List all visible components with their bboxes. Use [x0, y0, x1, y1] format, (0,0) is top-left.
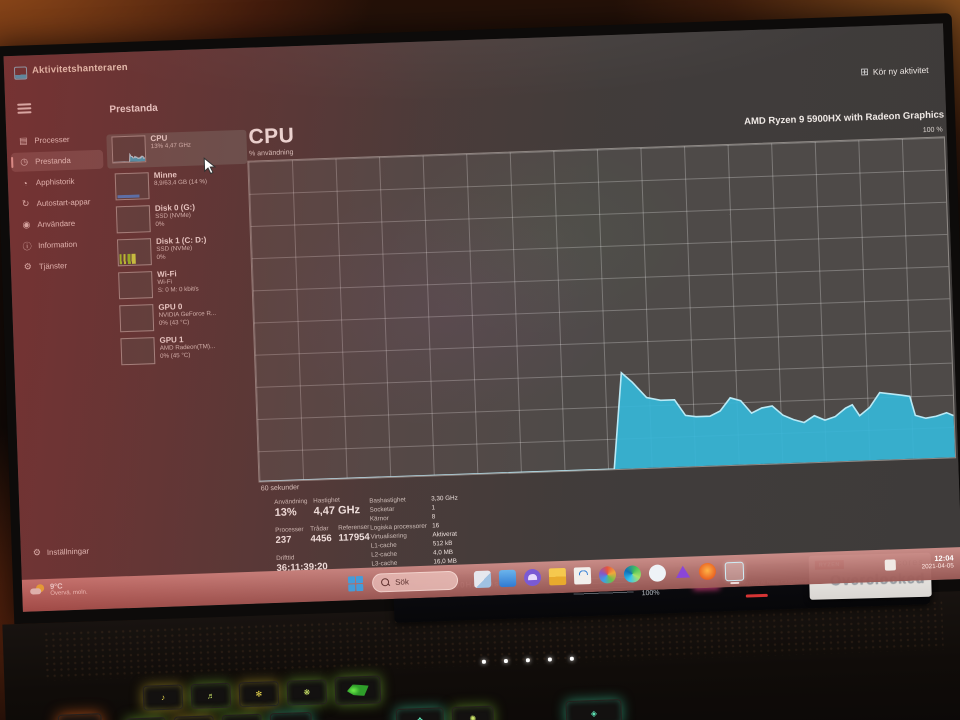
aura-key[interactable]: AURA — [269, 711, 313, 720]
y-axis-max-label: 100 % — [922, 126, 943, 135]
disk1-mini-graph — [116, 238, 152, 267]
photos-app-icon[interactable] — [598, 566, 617, 584]
perf-item-gpu0[interactable]: GPU 0 NVIDIA GeForce R... 0% (43 °C) — [114, 299, 249, 334]
weather-icon — [30, 584, 45, 598]
perf-item-wifi[interactable]: Wi-Fi Wi-Fi S: 0 M: 0 kbit/s — [113, 266, 248, 301]
performance-icon: ◷ — [20, 156, 29, 167]
tray-icon[interactable] — [884, 559, 896, 571]
task-view-button[interactable] — [473, 570, 492, 589]
perf-item-cpu[interactable]: CPU 13% 4,47 GHz — [106, 129, 248, 169]
key-generic-3[interactable]: ◈ — [565, 699, 623, 720]
widgets-button[interactable] — [498, 569, 517, 588]
people-app-icon[interactable] — [523, 568, 542, 587]
purple-app-icon[interactable] — [674, 564, 692, 582]
edge-browser-icon[interactable] — [623, 565, 642, 583]
cpu-usage-chart[interactable] — [247, 136, 957, 483]
cpu-mini-graph — [111, 135, 147, 164]
settings-icon: ⚙ — [32, 547, 42, 558]
task-manager-taskbar-icon[interactable] — [724, 561, 745, 582]
sidebar-item-performance[interactable]: ◷ Prestanda — [10, 149, 104, 172]
window-title: Aktivitetshanteraren — [31, 61, 129, 77]
f3-key[interactable]: ❊ — [221, 713, 263, 720]
fan-key[interactable]: ✻ — [238, 680, 280, 708]
menu-button[interactable] — [17, 103, 32, 114]
titlebar: Aktivitetshanteraren — [4, 31, 944, 86]
services-icon: ⚙ — [23, 261, 33, 272]
key-generic-2[interactable]: ✺ — [451, 705, 495, 720]
wifi-mini-graph — [118, 271, 154, 300]
task-manager-app-icon — [13, 66, 28, 80]
users-icon: ◉ — [22, 219, 31, 230]
perf-item-disk1[interactable]: Disk 1 (C: D:) SSD (NVMe) 0% — [112, 233, 247, 268]
disk0-mini-graph — [115, 205, 151, 234]
page-title: Prestanda — [109, 102, 158, 116]
armoury-key[interactable]: ❋ — [286, 679, 328, 706]
run-new-task-icon: ⊞ — [860, 66, 870, 78]
sidebar-item-details[interactable]: ⓘ Information — [22, 239, 78, 252]
rog-eye-icon — [347, 684, 369, 697]
processes-value: 237 — [275, 534, 292, 546]
orange-app-icon[interactable] — [698, 562, 717, 581]
search-icon — [381, 578, 390, 587]
startup-apps-icon: ↻ — [21, 198, 30, 209]
microsoft-store-icon[interactable] — [573, 567, 592, 585]
threads-value: 4456 — [310, 533, 332, 545]
cpu-name: AMD Ryzen 9 5900HX with Radeon Graphics — [743, 109, 945, 128]
mic-key[interactable]: ♬ — [190, 682, 232, 710]
sidebar-item-users[interactable]: ◉ Användare — [22, 218, 76, 230]
task-manager-window: Aktivitetshanteraren ⊞ Kör ny aktivitet … — [3, 23, 960, 612]
screen: Aktivitetshanteraren ⊞ Kör ny aktivitet … — [3, 23, 960, 612]
handles-value: 117954 — [338, 531, 370, 544]
app-history-icon: ◔ — [22, 177, 28, 189]
memory-mini-graph — [114, 172, 150, 201]
usage-value: 13% — [274, 506, 297, 520]
gpu1-mini-graph — [120, 337, 156, 366]
perf-item-memory[interactable]: Minne 8,9/63,4 GB (14 %) — [110, 167, 245, 202]
key-generic-1[interactable]: ❖ — [395, 707, 445, 720]
onedrive-icon[interactable] — [648, 564, 667, 582]
sidebar-item-settings[interactable]: ⚙ Inställningar — [32, 546, 90, 558]
run-new-task-button[interactable]: ⊞ Kör ny aktivitet — [854, 62, 935, 81]
x-axis-left-label: 60 sekunder — [260, 484, 300, 493]
details-icon: ⓘ — [22, 241, 32, 252]
weather-widget[interactable]: 9°C Övervä. moln. — [30, 581, 88, 599]
srgb-sticker: 100% — [641, 589, 660, 598]
perf-item-gpu1[interactable]: GPU 1 AMD Radeon(TM)... 0% (45 °C) — [115, 332, 250, 367]
run-new-task-label: Kör ny aktivitet — [872, 64, 929, 77]
nav-rail: ▤ Processer ◷ Prestanda ◔ Apphistorik ↻ … — [4, 79, 122, 612]
sidebar-item-processes[interactable]: ▤ Processer — [19, 134, 70, 146]
gpu0-mini-graph — [119, 304, 155, 333]
mouse-cursor — [203, 157, 217, 175]
volume-key[interactable]: ♪ — [142, 684, 184, 711]
sidebar-item-startup-apps[interactable]: ↻ Autostart-appar — [21, 197, 91, 209]
sidebar-item-app-history[interactable]: ◔ Apphistorik — [12, 171, 105, 193]
speed-value: 4,47 GHz — [313, 504, 361, 518]
esc-key[interactable]: ESC — [57, 713, 103, 720]
search-input[interactable]: Sök — [371, 570, 459, 593]
y-axis-label: % användning — [248, 149, 294, 158]
red-accent-mark — [745, 593, 768, 598]
taskbar-clock[interactable]: 12:04 2021-04-05 — [921, 553, 954, 571]
processes-icon: ▤ — [19, 135, 28, 146]
perf-item-disk0[interactable]: Disk 0 (G:) SSD (NVMe) 0% — [111, 200, 246, 235]
file-explorer-icon[interactable] — [548, 567, 567, 586]
cpu-panel-title: CPU — [248, 124, 295, 149]
laptop-lid: Aktivitetshanteraren ⊞ Kör ny aktivitet … — [0, 13, 960, 625]
sidebar-item-services[interactable]: ⚙ Tjänster — [23, 261, 68, 272]
f2-key[interactable]: ☼ — [173, 715, 215, 720]
rog-logo-key[interactable] — [334, 675, 382, 706]
start-button[interactable] — [347, 575, 364, 592]
